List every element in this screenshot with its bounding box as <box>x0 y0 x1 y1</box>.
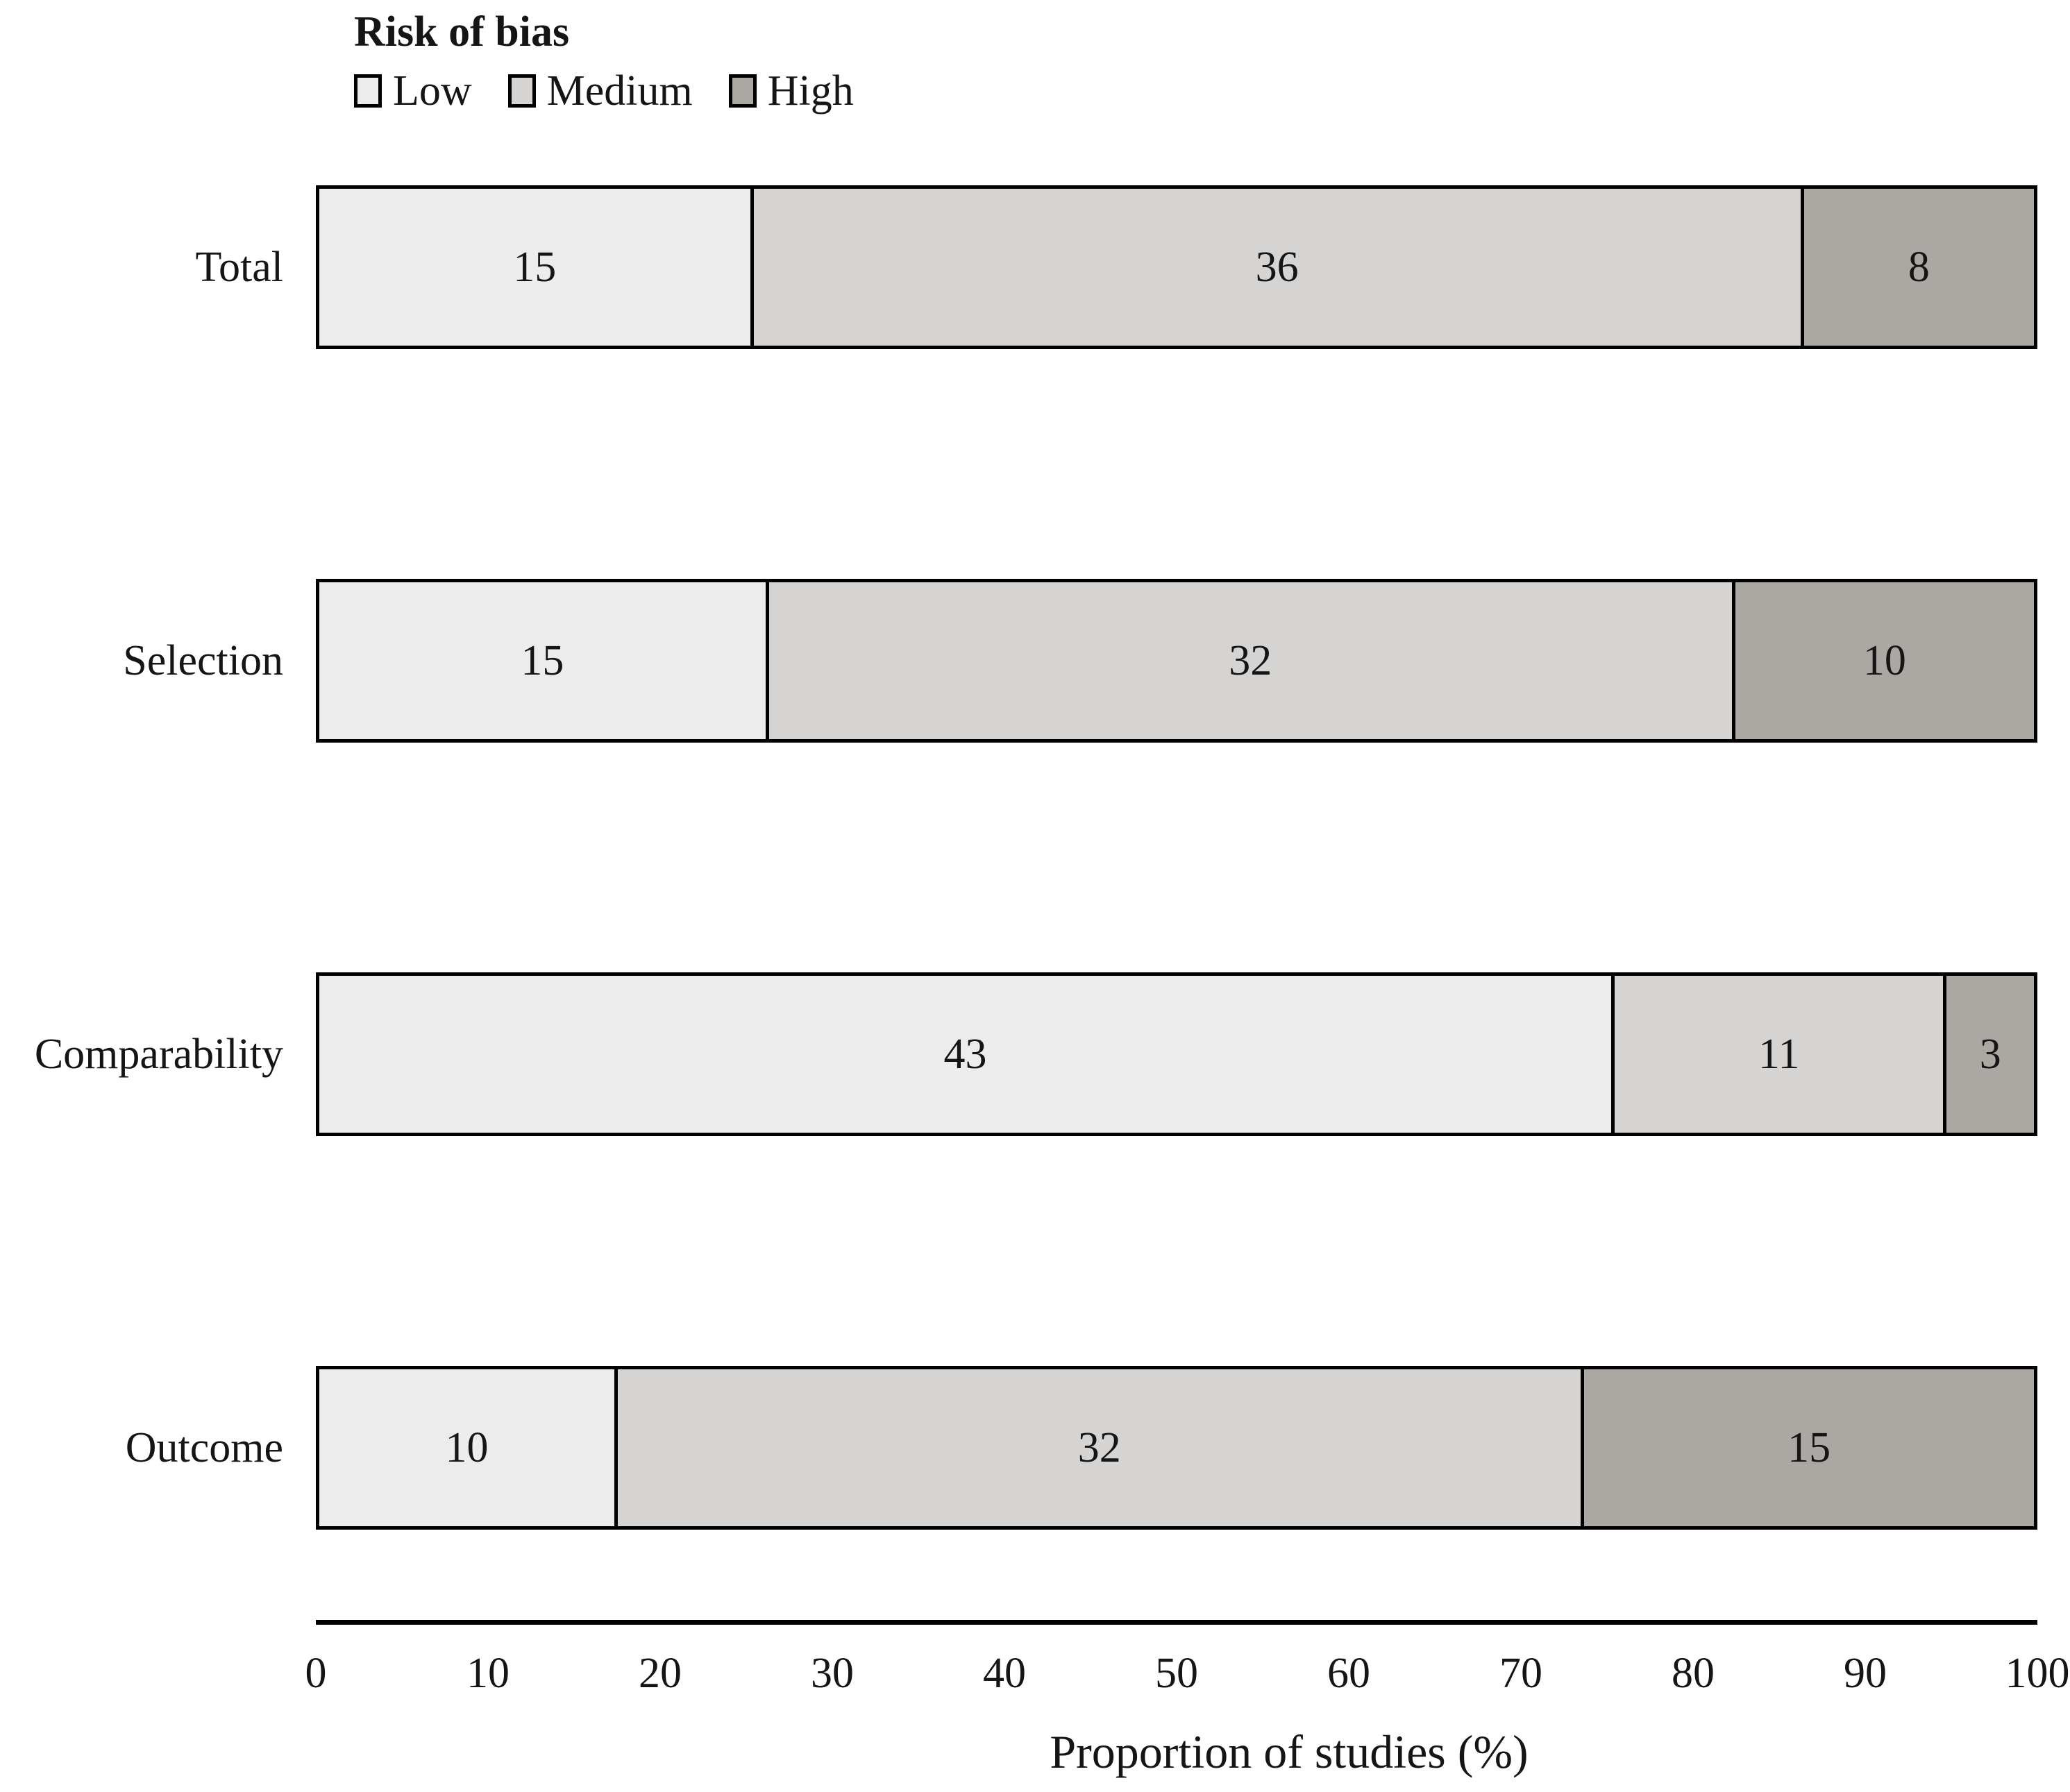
bar-segment-high: 8 <box>1803 185 2037 349</box>
legend-item: Low <box>354 69 472 112</box>
segment-value-label: 32 <box>1077 1423 1121 1471</box>
segment-value-label: 43 <box>943 1030 987 1078</box>
stacked-bar: 15 36 8 <box>316 185 2037 349</box>
x-axis-ticks: 0 10 20 30 40 50 60 70 80 90 100 <box>305 1650 2070 1700</box>
legend: Risk of bias Low Medium High <box>354 7 854 112</box>
segment-value-label: 15 <box>513 243 557 291</box>
bar-segment-high: 15 <box>1584 1366 2037 1530</box>
bar-segment-low: 15 <box>316 579 769 743</box>
bar-segment-low: 43 <box>316 972 1615 1136</box>
stacked-bar: 43 11 3 <box>316 972 2037 1136</box>
x-tick-label: 50 <box>1155 1650 1198 1697</box>
x-tick-label: 0 <box>305 1650 327 1697</box>
bar-segment-high: 3 <box>1946 972 2037 1136</box>
bar-segment-medium: 11 <box>1614 972 1947 1136</box>
x-tick-label: 10 <box>466 1650 510 1697</box>
x-tick-label: 40 <box>983 1650 1026 1697</box>
bar-segment-low: 10 <box>316 1366 619 1530</box>
bar-row: Outcome 10 32 15 <box>0 1366 2037 1530</box>
high-swatch-icon <box>728 74 757 108</box>
stacked-bar: 10 32 15 <box>316 1366 2037 1530</box>
segment-value-label: 32 <box>1229 636 1272 684</box>
stacked-bar: 15 32 10 <box>316 579 2037 743</box>
legend-item: High <box>728 67 854 115</box>
legend-item-label: Low <box>393 67 472 115</box>
legend-title: Risk of bias <box>354 8 570 56</box>
bar-row: Total 15 36 8 <box>0 185 2037 349</box>
low-swatch-icon <box>354 74 382 108</box>
bar-row: Comparability 43 11 3 <box>0 972 2037 1136</box>
legend-item-label: Medium <box>546 67 693 115</box>
x-tick-label: 90 <box>1844 1650 1887 1697</box>
bar-segment-medium: 36 <box>753 185 1804 349</box>
x-tick-label: 80 <box>1672 1650 1715 1697</box>
x-tick-label: 20 <box>639 1650 682 1697</box>
category-label: Selection <box>123 636 283 684</box>
segment-value-label: 36 <box>1255 243 1299 291</box>
x-axis-title: Proportion of studies (%) <box>1050 1725 1529 1778</box>
category-label: Comparability <box>34 1030 283 1078</box>
medium-swatch-icon <box>507 74 536 108</box>
segment-value-label: 10 <box>1862 636 1906 684</box>
bar-segment-low: 15 <box>316 185 754 349</box>
bar-segment-medium: 32 <box>618 1366 1585 1530</box>
legend-item: Medium <box>507 67 693 115</box>
category-label: Total <box>195 243 283 291</box>
legend-items: Low Medium High <box>354 69 854 112</box>
segment-value-label: 15 <box>1787 1423 1831 1471</box>
bar-segment-high: 10 <box>1735 579 2037 743</box>
segment-value-label: 3 <box>1979 1030 2001 1078</box>
x-tick-label: 30 <box>811 1650 854 1697</box>
x-axis-line <box>316 1620 2037 1625</box>
x-tick-label: 100 <box>2005 1650 2070 1697</box>
segment-value-label: 15 <box>521 636 564 684</box>
category-label: Outcome <box>125 1423 283 1471</box>
x-tick-label: 60 <box>1327 1650 1370 1697</box>
bar-row: Selection 15 32 10 <box>0 579 2037 743</box>
legend-item-label: High <box>767 67 854 115</box>
segment-value-label: 8 <box>1908 243 1930 291</box>
segment-value-label: 11 <box>1758 1030 1800 1078</box>
segment-value-label: 10 <box>445 1423 489 1471</box>
x-tick-label: 70 <box>1499 1650 1542 1697</box>
bar-segment-medium: 32 <box>768 579 1735 743</box>
